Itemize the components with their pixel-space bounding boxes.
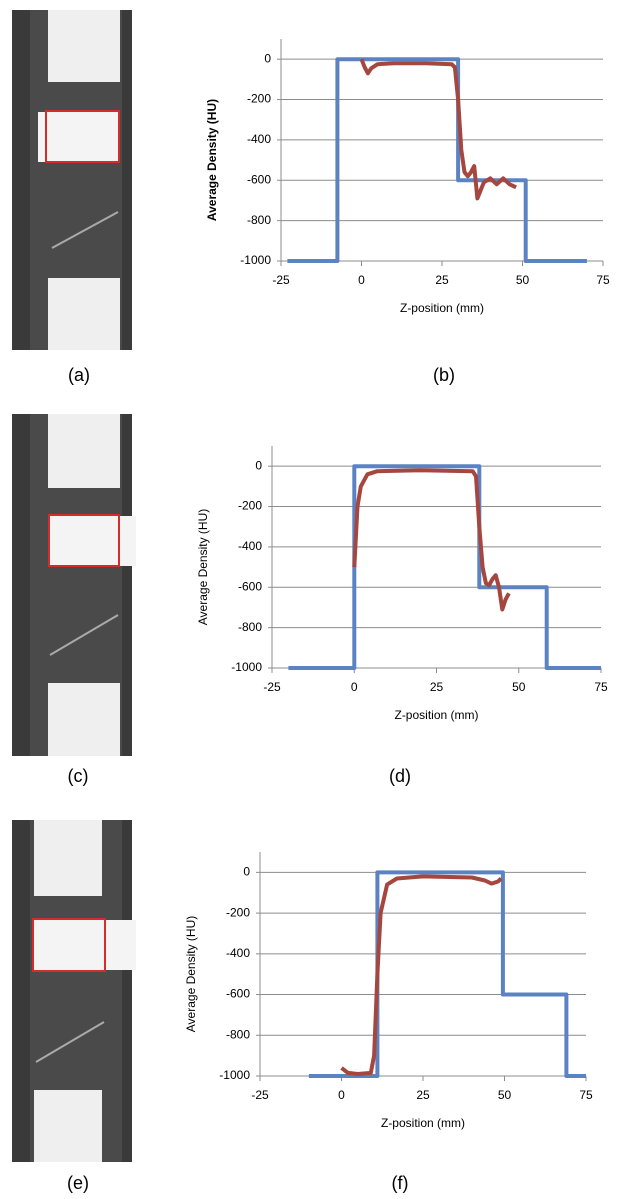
panel-label: (b) (433, 365, 455, 385)
y-tick-label: -800 (247, 213, 271, 227)
x-tick-label: 0 (351, 680, 358, 694)
ct-image-a (12, 10, 132, 350)
panel-label: (f) (392, 1173, 409, 1193)
x-axis-label: Z-position (mm) (394, 708, 478, 722)
y-tick-label: -1000 (240, 253, 271, 267)
y-tick-label: -400 (247, 132, 271, 146)
y-tick-label: -400 (226, 946, 250, 960)
panel-label: (e) (67, 1173, 89, 1193)
y-tick-label: -200 (226, 905, 250, 919)
y-tick-label: -400 (238, 539, 262, 553)
y-tick-label: -800 (226, 1027, 250, 1041)
data-line (359, 58, 517, 201)
y-axis-label: Average Density (HU) (184, 916, 198, 1032)
panel-label: (a) (68, 365, 90, 385)
x-tick-label: 50 (498, 1088, 512, 1102)
y-tick-label: -200 (238, 499, 262, 513)
y-tick-label: -600 (247, 172, 271, 186)
ct-image-c (12, 414, 136, 756)
ct-image-e (12, 820, 136, 1162)
y-tick-label: -800 (238, 620, 262, 634)
data-line (340, 874, 503, 1076)
x-tick-label: -25 (263, 680, 281, 694)
x-tick-label: 75 (579, 1088, 593, 1102)
y-tick-label: 0 (255, 458, 262, 472)
panel-label: (d) (389, 766, 411, 786)
x-tick-label: 0 (338, 1088, 345, 1102)
data-line (308, 870, 586, 1078)
y-axis-label: Average Density (HU) (196, 509, 210, 625)
x-tick-label: 50 (512, 680, 526, 694)
x-tick-label: 75 (594, 680, 608, 694)
y-tick-label: -600 (226, 987, 250, 1001)
x-tick-label: 25 (416, 1088, 430, 1102)
x-tick-label: 25 (435, 273, 449, 287)
y-tick-label: -600 (238, 579, 262, 593)
x-axis-label: Z-position (mm) (400, 301, 484, 315)
y-tick-label: 0 (264, 51, 271, 65)
y-tick-label: -1000 (219, 1068, 250, 1082)
x-tick-label: -25 (272, 273, 290, 287)
data-line (352, 468, 511, 612)
y-tick-label: -200 (247, 92, 271, 106)
data-line (287, 57, 587, 263)
x-tick-label: 25 (430, 680, 444, 694)
y-tick-label: 0 (243, 865, 250, 879)
panel-label: (c) (68, 766, 89, 786)
data-line (288, 464, 601, 670)
y-axis-label: Average Density (HU) (205, 99, 219, 221)
x-tick-label: 50 (516, 273, 530, 287)
x-axis-label: Z-position (mm) (381, 1116, 465, 1130)
y-tick-label: -1000 (231, 660, 262, 674)
x-tick-label: 0 (358, 273, 365, 287)
x-tick-label: 75 (596, 273, 610, 287)
x-tick-label: -25 (251, 1088, 269, 1102)
